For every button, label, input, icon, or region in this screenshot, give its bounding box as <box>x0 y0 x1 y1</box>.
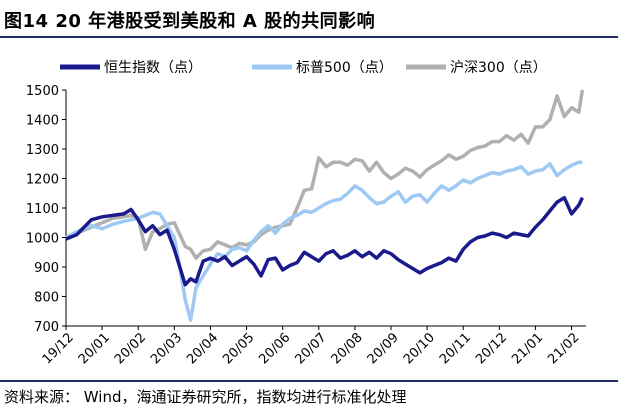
x-tick-label: 20/08 <box>329 330 366 367</box>
x-tick-label: 20/06 <box>256 330 293 367</box>
top-rule <box>0 36 618 38</box>
x-tick-label: 20/04 <box>184 330 221 367</box>
x-tick-label: 20/11 <box>437 330 474 367</box>
y-tick-label: 900 <box>34 261 59 276</box>
y-tick-label: 1300 <box>26 143 59 158</box>
x-tick-label: 19/12 <box>40 330 77 367</box>
x-tick-label: 20/12 <box>473 330 510 367</box>
x-tick-label: 20/03 <box>148 330 185 367</box>
chart-title: 图14 20 年港股受到美股和 A 股的共同影响 <box>4 11 376 32</box>
legend-label-1: 标普500（点） <box>296 60 393 76</box>
x-tick-label: 20/05 <box>220 330 257 367</box>
bottom-rule <box>0 380 618 382</box>
x-tick-label: 21/02 <box>545 330 582 367</box>
legend-label-0: 恒生指数（点） <box>104 60 202 76</box>
y-tick-label: 800 <box>34 291 59 306</box>
x-tick-label: 20/07 <box>293 330 330 367</box>
x-tick-label: 21/01 <box>509 330 546 367</box>
x-tick-label: 20/09 <box>365 330 402 367</box>
y-tick-label: 1400 <box>26 114 59 129</box>
y-tick-label: 1500 <box>26 84 59 99</box>
series-lines <box>65 89 585 322</box>
source-note: 资料来源： Wind，海通证券研究所，指数均进行标准化处理 <box>4 388 407 406</box>
y-tick-label: 1000 <box>26 232 59 247</box>
y-tick-label: 700 <box>34 320 59 335</box>
legend: 恒生指数（点） 标普500（点） 沪深300（点） <box>60 60 547 76</box>
series-line-1 <box>65 160 583 322</box>
y-tick-label: 1100 <box>26 202 59 217</box>
y-tick-label: 1200 <box>26 173 59 188</box>
series-line-0 <box>65 195 584 287</box>
legend-label-2: 沪深300（点） <box>450 60 547 76</box>
series-line-2 <box>65 89 585 260</box>
x-tick-label: 20/10 <box>401 330 438 367</box>
x-tick-label: 20/01 <box>76 330 113 367</box>
x-tick-label: 20/02 <box>112 330 149 367</box>
